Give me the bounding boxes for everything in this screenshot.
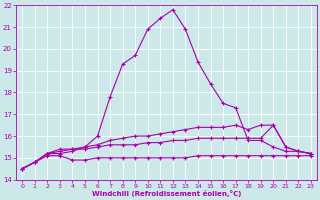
X-axis label: Windchill (Refroidissement éolien,°C): Windchill (Refroidissement éolien,°C): [92, 190, 241, 197]
